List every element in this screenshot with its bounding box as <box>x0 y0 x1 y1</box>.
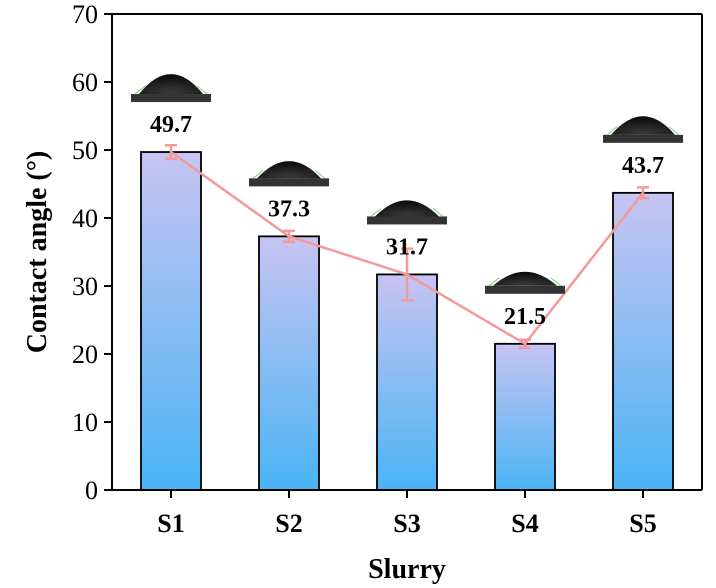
tangent-line-right <box>314 169 326 179</box>
droplet-shape <box>375 200 439 217</box>
x-tick-label: S4 <box>511 509 538 538</box>
x-tick-label: S2 <box>275 509 302 538</box>
bar-s3 <box>376 273 438 491</box>
y-tick-label: 60 <box>72 68 98 97</box>
tangent-line-left <box>252 169 264 179</box>
droplet-substrate <box>485 285 565 294</box>
bar-s5 <box>612 191 674 491</box>
tangent-line-right <box>668 126 680 136</box>
x-axis-title: Slurry <box>368 554 446 585</box>
y-tick-label: 70 <box>72 0 98 29</box>
value-label-s4: 21.5 <box>504 304 546 330</box>
droplet-substrate <box>131 94 211 103</box>
error-bar-s3 <box>401 247 413 302</box>
value-label-s5: 43.7 <box>622 153 664 179</box>
tangent-line-right <box>196 85 208 95</box>
tangent-line-left <box>134 85 146 95</box>
axes: 0 10 20 30 40 50 60 70 S1 S2 S3 S4 S5 <box>72 0 703 538</box>
y-tick-label: 50 <box>72 136 98 165</box>
value-label-s2: 37.3 <box>268 196 310 222</box>
tangent-line-left <box>370 208 382 217</box>
droplet-image-s4 <box>485 271 565 294</box>
error-bar-s2 <box>283 229 295 244</box>
droplet-shape <box>611 116 675 135</box>
y-tick-label: 20 <box>72 340 98 369</box>
value-label-s3: 31.7 <box>386 234 428 260</box>
y-tick-label: 30 <box>72 272 98 301</box>
y-axis-title: Contact angle (°) <box>22 151 53 354</box>
droplet-shape <box>493 271 557 286</box>
droplet-image-s1 <box>131 74 211 103</box>
value-label-s1: 49.7 <box>150 112 192 138</box>
tangent-line-right <box>550 277 562 287</box>
error-bar-s1 <box>165 143 177 161</box>
droplet-image-s3 <box>367 200 447 225</box>
tangent-line-left <box>488 277 500 287</box>
error-bar-s4 <box>519 338 531 350</box>
y-tick-label: 40 <box>72 204 98 233</box>
bar-s1 <box>140 151 202 491</box>
tangent-line-right <box>432 208 444 217</box>
droplet-shape <box>257 161 321 179</box>
bar-s4 <box>494 342 556 491</box>
droplet-image-s5 <box>603 116 683 143</box>
droplet-substrate <box>367 216 447 225</box>
y-tick-label: 10 <box>72 408 98 437</box>
y-tick-label: 0 <box>85 476 98 505</box>
droplet-substrate <box>249 178 329 187</box>
error-bar-s5 <box>637 186 649 200</box>
x-tick-label: S5 <box>629 509 656 538</box>
plot-area: 49.7 37.3 31.7 21.5 43.7 <box>131 74 683 491</box>
x-tick-label: S3 <box>393 509 420 538</box>
droplet-shape <box>139 74 203 95</box>
droplet-image-s2 <box>249 161 329 187</box>
droplet-substrate <box>603 134 683 143</box>
x-tick-label: S1 <box>157 509 184 538</box>
bar-s2 <box>258 235 320 491</box>
tangent-line-left <box>606 126 618 136</box>
